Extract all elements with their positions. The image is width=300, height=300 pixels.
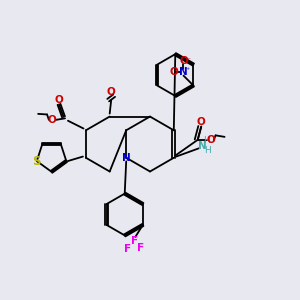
Text: F: F — [131, 236, 138, 246]
Text: O: O — [179, 56, 188, 66]
Text: H: H — [203, 136, 209, 145]
Text: O: O — [55, 95, 63, 105]
Text: S: S — [32, 154, 41, 168]
Text: O: O — [206, 135, 215, 145]
Text: O: O — [197, 117, 206, 127]
Text: N: N — [122, 153, 130, 163]
Text: ⁺: ⁺ — [185, 66, 190, 75]
Text: O: O — [48, 115, 56, 125]
Text: N: N — [179, 67, 188, 77]
Text: F: F — [137, 243, 144, 253]
Text: ⁻: ⁻ — [186, 55, 190, 64]
Text: F: F — [124, 244, 131, 254]
Text: O: O — [107, 87, 116, 97]
Text: O: O — [169, 67, 178, 77]
Text: H: H — [204, 146, 211, 155]
Text: N: N — [198, 141, 206, 151]
